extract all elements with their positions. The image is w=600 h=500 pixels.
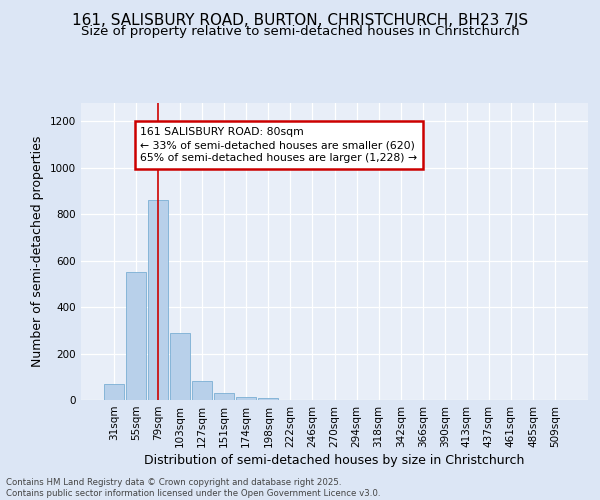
Bar — [214, 394, 234, 400]
Text: 161, SALISBURY ROAD, BURTON, CHRISTCHURCH, BH23 7JS: 161, SALISBURY ROAD, BURTON, CHRISTCHURC… — [72, 12, 528, 28]
Text: Contains HM Land Registry data © Crown copyright and database right 2025.
Contai: Contains HM Land Registry data © Crown c… — [6, 478, 380, 498]
Text: Size of property relative to semi-detached houses in Christchurch: Size of property relative to semi-detach… — [80, 25, 520, 38]
Bar — [148, 200, 168, 400]
Y-axis label: Number of semi-detached properties: Number of semi-detached properties — [31, 136, 44, 367]
Bar — [236, 396, 256, 400]
Bar — [104, 384, 124, 400]
Bar — [170, 332, 190, 400]
Text: 161 SALISBURY ROAD: 80sqm
← 33% of semi-detached houses are smaller (620)
65% of: 161 SALISBURY ROAD: 80sqm ← 33% of semi-… — [140, 127, 418, 164]
X-axis label: Distribution of semi-detached houses by size in Christchurch: Distribution of semi-detached houses by … — [145, 454, 524, 467]
Bar — [126, 272, 146, 400]
Bar — [259, 398, 278, 400]
Bar — [192, 382, 212, 400]
